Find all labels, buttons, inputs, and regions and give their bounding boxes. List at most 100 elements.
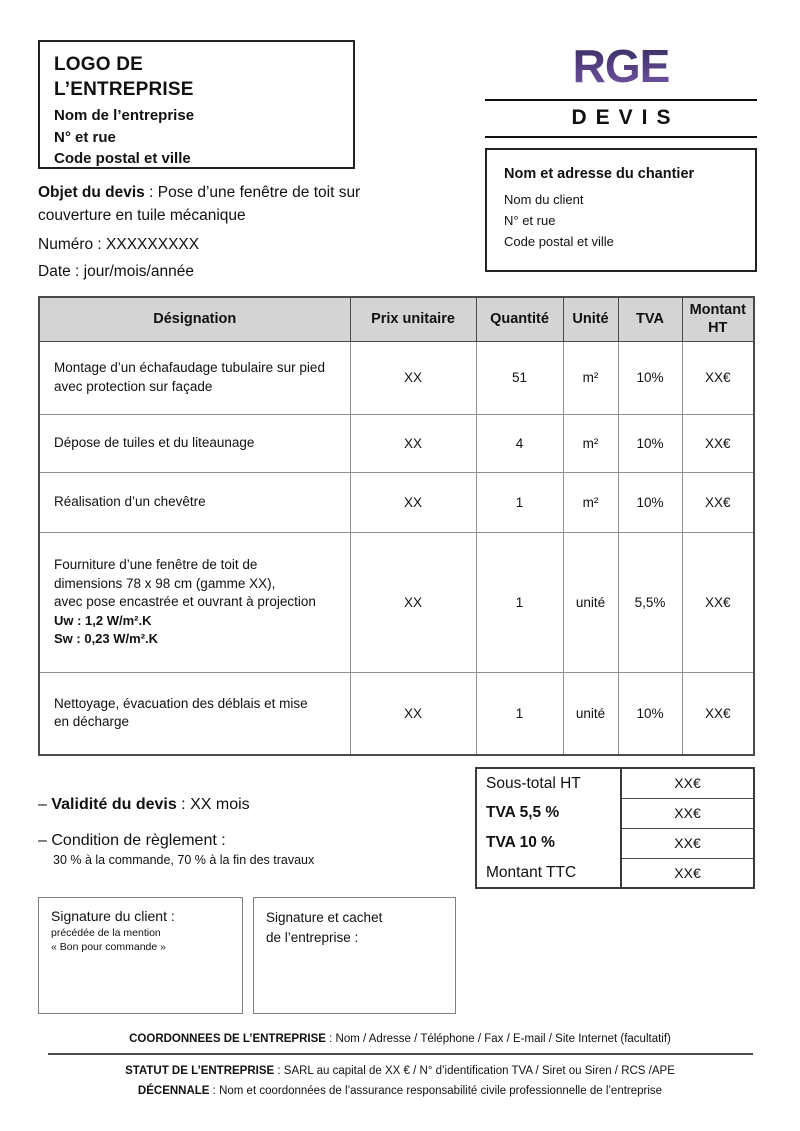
item-designation: Nettoyage, évacuation des déblais et mis… <box>38 671 351 756</box>
totals-table: Sous-total HT XX€ TVA 5,5 % XX€ TVA 10 % XX€ M… <box>475 767 755 889</box>
client-name: Nom du client <box>504 192 584 207</box>
quote-info: Objet du devis : Pose d’une fenêtre de t… <box>38 181 372 281</box>
validity-label: Validité du devis <box>51 796 177 813</box>
designation-line: avec pose encastrée et ouvrant à project… <box>54 594 316 610</box>
designation-line: Uw : 1,2 W/m².K <box>54 613 152 628</box>
total-value: XX€ <box>620 767 755 799</box>
item-quantite: 1 <box>475 471 564 533</box>
item-unite: m² <box>562 471 619 533</box>
item-quantite: 51 <box>475 340 564 415</box>
header-unite: Unité <box>562 296 619 342</box>
designation-line: dimensions 78 x 98 cm (gamme XX), <box>54 575 276 591</box>
rge-logo: RGE <box>572 40 671 92</box>
item-tva: 10% <box>617 413 683 473</box>
footer-coordonnees-text: : Nom / Adresse / Téléphone / Fax / E-ma… <box>325 1033 671 1045</box>
item-tva: 5,5% <box>617 531 683 673</box>
item-row: Réalisation d’un chevêtre XX 1 m² 10% XX€ <box>38 471 755 533</box>
total-label: TVA 10 % <box>476 828 622 858</box>
item-designation: Dépose de tuiles et du liteaunage <box>38 413 351 473</box>
company-name: Nom de l’entreprise <box>54 107 195 125</box>
payment-bullet: – <box>38 832 47 849</box>
items-table-body: Montage d’un échafaudage tubulaire sur p… <box>38 340 755 756</box>
total-value: XX€ <box>620 797 755 829</box>
item-tva: 10% <box>617 471 683 533</box>
item-quantite: 1 <box>475 671 564 756</box>
item-tva: 10% <box>617 340 683 415</box>
logo-line-2: L’ENTREPRISE <box>54 78 194 100</box>
totals-table-body: Sous-total HT XX€ TVA 5,5 % XX€ TVA 10 % XX€ M… <box>476 767 755 889</box>
items-table-head: Désignation Prix unitaire Quantité Unité… <box>38 296 755 342</box>
items-table: Désignation Prix unitaire Quantité Unité… <box>38 296 755 756</box>
item-prix-unitaire: XX <box>349 471 477 533</box>
quote-date: Date : jour/mois/année <box>38 263 194 280</box>
item-designation: Réalisation d’un chevêtre <box>38 471 351 533</box>
item-quantite: 1 <box>475 531 564 673</box>
item-montant-ht: XX€ <box>681 531 755 673</box>
total-row: Sous-total HT XX€ <box>476 767 755 799</box>
items-header-row: Désignation Prix unitaire Quantité Unité… <box>38 296 755 342</box>
header-designation: Désignation <box>38 296 351 342</box>
item-montant-ht: XX€ <box>681 340 755 415</box>
quote-object-label: Objet du devis <box>38 184 145 201</box>
item-row: Fourniture d’une fenêtre de toit de dimen… <box>38 531 755 673</box>
footer-statut-label: STATUT DE L’ENTREPRISE <box>125 1065 275 1078</box>
designation-line: Fourniture d’une fenêtre de toit de <box>54 557 258 573</box>
footer-coordonnees-label: COORDONNEES DE L’ENTREPRISE <box>129 1033 326 1045</box>
payment-terms-detail: 30 % à la commande, 70 % à la fin des tr… <box>53 853 315 867</box>
footer-decennale: DÉCENNALE : Nom et coordonnées de l’assu… <box>0 1082 800 1102</box>
client-signature-note-line2: « Bon pour commande » <box>51 941 166 954</box>
site-address-box: Nom et adresse du chantier Nom du client… <box>485 148 757 272</box>
footer-statut: STATUT DE L’ENTREPRISE : SARL au capital… <box>0 1062 800 1082</box>
item-unite: unité <box>562 671 619 756</box>
client-signature-title: Signature du client : <box>51 908 175 924</box>
payment-terms-line: – Condition de règlement : <box>38 832 468 850</box>
designation-line: Dépose de tuiles et du liteaunage <box>54 434 255 450</box>
designation-line: Nettoyage, évacuation des déblais et mis… <box>54 695 308 711</box>
item-montant-ht: XX€ <box>681 671 755 756</box>
footer-decennale-label: DÉCENNALE <box>137 1085 210 1098</box>
header-montant-ht: Montant HT <box>681 296 755 342</box>
header-tva: TVA <box>617 296 683 342</box>
validity-bullet: – <box>38 796 47 813</box>
site-street: N° et rue <box>504 213 556 229</box>
total-label: Montant TTC <box>476 858 622 888</box>
total-row: Montant TTC XX€ <box>476 857 755 889</box>
designation-line: avec protection sur façade <box>54 378 213 394</box>
quote-object: Objet du devis : Pose d’une fenêtre de t… <box>38 181 372 227</box>
total-value: XX€ <box>620 827 755 859</box>
designation-line: en décharge <box>54 714 130 730</box>
header-prix-unitaire: Prix unitaire <box>349 296 477 342</box>
designation-line: Sw : 0,23 W/m².K <box>54 630 159 646</box>
designation-line: Réalisation d’un chevêtre <box>54 493 206 509</box>
item-unite: m² <box>562 413 619 473</box>
item-row: Nettoyage, évacuation des déblais et mis… <box>38 671 755 756</box>
company-box: LOGO DE L’ENTREPRISE Nom de l’entreprise… <box>38 40 355 169</box>
site-box-lines: Nom du client N° et rue Code postal et v… <box>504 189 738 252</box>
footer-rule <box>47 1053 753 1056</box>
item-prix-unitaire: XX <box>349 531 477 673</box>
company-signature-box: Signature et cachet de l’entreprise : <box>253 897 456 1014</box>
item-designation: Fourniture d’une fenêtre de toit de dimen… <box>38 531 351 673</box>
footer-decennale-text: : Nom et coordonnées de l’assurance resp… <box>209 1085 663 1098</box>
quote-object-text: : Pose d’une fenêtre de toit sur couvert… <box>38 184 361 224</box>
quote-number: Numéro : XXXXXXXXX <box>38 236 200 253</box>
company-address: Nom de l’entreprise N° et rue Code posta… <box>54 105 339 169</box>
item-unite: unité <box>562 531 619 673</box>
footer-coordonnees: COORDONNEES DE L’ENTREPRISE : Nom / Adre… <box>0 1031 800 1048</box>
header-right: RGE DEVIS <box>485 40 757 138</box>
client-signature-note-line1: précédée de la mention <box>51 927 161 939</box>
header-quantite: Quantité <box>475 296 564 342</box>
site-box-title: Nom et adresse du chantier <box>504 166 695 182</box>
payment-label: Condition de règlement : <box>51 832 226 849</box>
company-logo-placeholder: LOGO DE L’ENTREPRISE <box>54 53 339 102</box>
devis-bottom-rule <box>485 136 757 138</box>
company-signature-line2: de l’entreprise : <box>266 930 359 946</box>
item-montant-ht: XX€ <box>681 471 755 533</box>
site-city: Code postal et ville <box>504 234 614 250</box>
item-montant-ht: XX€ <box>681 413 755 473</box>
validity-text: : XX mois <box>176 796 250 813</box>
item-designation: Montage d’un échafaudage tubulaire sur p… <box>38 340 351 415</box>
total-row: TVA 10 % XX€ <box>476 827 755 859</box>
item-tva: 10% <box>617 671 683 756</box>
